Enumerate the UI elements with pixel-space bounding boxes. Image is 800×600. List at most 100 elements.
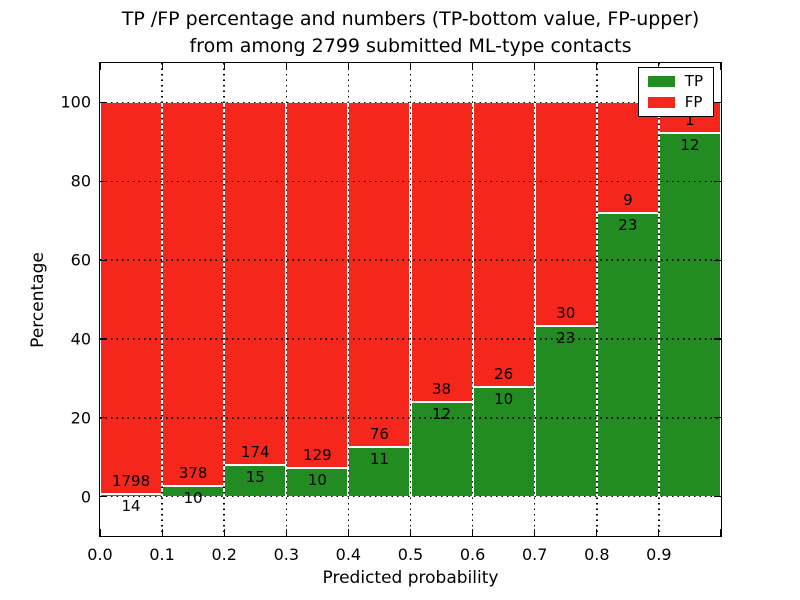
- y-tick-mark: [100, 338, 107, 340]
- bar-fp-segment: [348, 102, 411, 447]
- legend-entry-tp: TP: [647, 72, 703, 90]
- x-tick-label: 0.6: [459, 545, 486, 564]
- tp-count-label: 10: [183, 489, 203, 508]
- x-tick-mark: [347, 529, 349, 536]
- x-tick-mark: [720, 529, 722, 536]
- y-tick-label: 20: [70, 408, 91, 428]
- bar-tp-segment: [658, 132, 721, 497]
- x-tick-label: 0.3: [273, 545, 300, 564]
- x-tick-mark: [161, 529, 163, 536]
- x-axis-label: Predicted probability: [322, 568, 499, 588]
- x-tick-label: 0.9: [646, 545, 672, 564]
- plot-area: 1798 14 378 10 174 15 129 10 76 11 38 12 26 10 30 23 9 23…: [28, 62, 722, 588]
- x-tick-mark: [534, 63, 536, 70]
- bar-fp-segment: [286, 102, 349, 469]
- x-tick-label: 0.8: [584, 545, 610, 564]
- fp-count-label: 129: [303, 446, 332, 465]
- tp-count-label: 23: [556, 328, 576, 347]
- y-tick-mark: [100, 101, 107, 104]
- x-tick-label: 0.5: [397, 545, 424, 564]
- bar-fp-segment: [224, 102, 287, 466]
- bar-fp-segment: [410, 102, 473, 402]
- x-tick-mark: [596, 63, 598, 70]
- fp-count-label: 38: [432, 379, 452, 398]
- vertical-gridline: [223, 63, 225, 536]
- tp-count-label: 23: [618, 216, 638, 235]
- x-tick-label: 0.7: [521, 545, 548, 564]
- vertical-gridline: [285, 63, 288, 536]
- x-tick-mark: [161, 63, 163, 70]
- tp-legend-label: TP: [684, 72, 703, 90]
- x-tick-label: 0.1: [149, 545, 175, 564]
- x-tick-mark: [223, 529, 225, 536]
- fp-count-label: 26: [494, 365, 514, 384]
- vertical-gridline: [409, 63, 412, 536]
- tp-count-label: 15: [245, 468, 265, 487]
- x-tick-mark: [472, 529, 474, 536]
- legend: TP FP: [637, 67, 714, 117]
- legend-entry-fp: FP: [647, 93, 703, 111]
- y-tick-mark: [100, 417, 107, 419]
- bar-tp-segment: [224, 465, 287, 497]
- y-axis-label: Percentage: [28, 251, 48, 348]
- y-tick-label: 60: [70, 250, 91, 270]
- tp-count-label: 12: [432, 404, 452, 423]
- x-tick-label: 0.0: [87, 545, 113, 564]
- fp-count-label: 9: [623, 191, 633, 210]
- x-tick-mark: [409, 63, 412, 70]
- fp-count-label: 1798: [111, 471, 151, 490]
- x-tick-mark: [99, 529, 101, 536]
- x-tick-label: 0.2: [211, 545, 237, 564]
- y-tick-label: 40: [70, 329, 91, 349]
- x-tick-mark: [223, 63, 225, 70]
- tp-count-label: 14: [121, 496, 141, 515]
- y-tick-mark: [714, 101, 721, 104]
- fp-count-label: 378: [178, 464, 208, 483]
- bar-fp-segment: [534, 102, 597, 326]
- vertical-gridline: [161, 63, 163, 536]
- y-tick-mark: [100, 180, 107, 182]
- vertical-gridline: [596, 63, 598, 536]
- tp-count-label: 10: [307, 471, 327, 490]
- vertical-gridline: [347, 63, 350, 536]
- bar-fp-segment: [596, 102, 659, 214]
- tp-count-label: 11: [369, 449, 389, 468]
- x-tick-mark: [472, 63, 474, 70]
- bar-tp-segment: [534, 325, 597, 497]
- x-tick-mark: [658, 529, 660, 536]
- tp-count-label: 12: [680, 135, 700, 154]
- x-tick-label: 0.4: [335, 545, 362, 564]
- y-tick-mark: [714, 338, 721, 340]
- y-tick-mark: [100, 496, 107, 498]
- vertical-gridline: [658, 63, 660, 536]
- fp-count-label: 1: [685, 110, 695, 129]
- x-tick-mark: [285, 529, 287, 536]
- tp-count-label: 10: [494, 390, 514, 409]
- tp-legend-swatch: [647, 76, 675, 87]
- vertical-gridline: [471, 63, 474, 536]
- x-tick-mark: [347, 63, 349, 70]
- chart-title-line2: from among 2799 submitted ML-type contac…: [189, 35, 632, 57]
- chart-title-line1: TP /FP percentage and numbers (TP-bottom…: [121, 8, 700, 30]
- fp-legend-label: FP: [684, 93, 703, 111]
- x-tick-mark: [596, 529, 598, 536]
- y-tick-label: 100: [60, 92, 91, 112]
- y-tick-mark: [714, 259, 721, 261]
- y-tick-mark: [714, 496, 721, 498]
- y-tick-label: 80: [70, 171, 91, 191]
- bar-fp-segment: [100, 102, 163, 494]
- plot-inner: 1798 14 378 10 174 15 129 10 76 11 38 12 26 10 30 23 9 23…: [60, 63, 722, 564]
- bar-fp-segment: [472, 102, 535, 388]
- x-tick-mark: [658, 63, 660, 70]
- fp-count-label: 174: [240, 443, 270, 462]
- x-tick-mark: [99, 63, 101, 70]
- y-tick-label: 0: [80, 487, 91, 507]
- fp-count-label: 76: [369, 424, 389, 443]
- x-tick-mark: [285, 63, 287, 70]
- y-tick-mark: [714, 180, 721, 182]
- bar-tp-segment: [596, 213, 659, 497]
- bar-tp-segment: [348, 446, 411, 497]
- x-tick-mark: [534, 529, 536, 536]
- chart-title: TP /FP percentage and numbers (TP-bottom…: [99, 6, 722, 60]
